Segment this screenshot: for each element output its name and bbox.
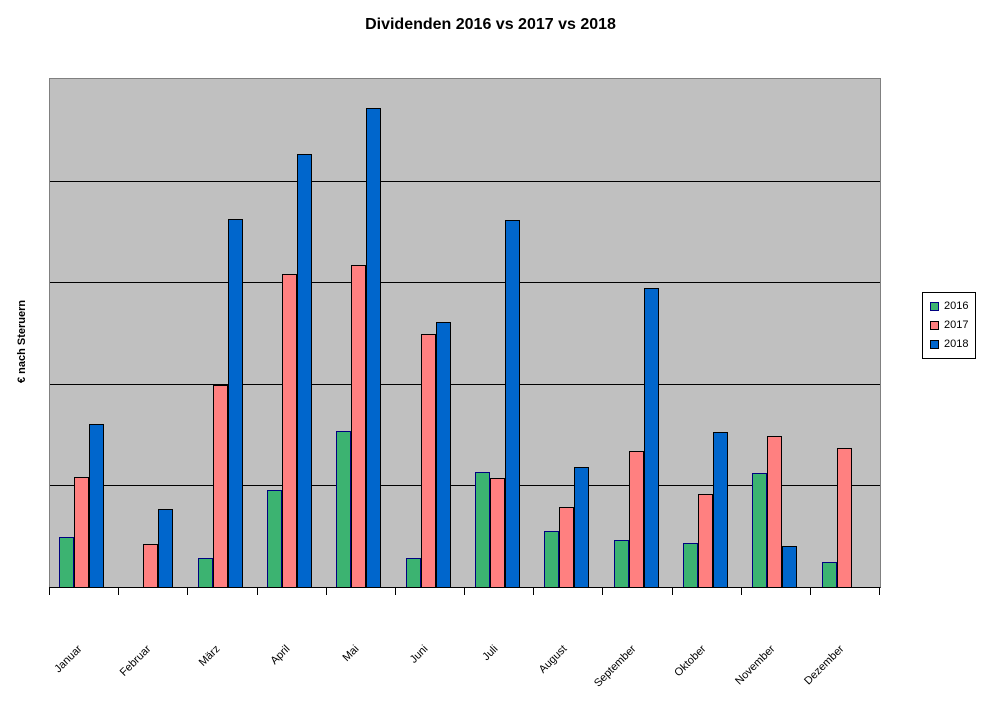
category-group: [535, 79, 604, 587]
x-axis-tick: [464, 587, 465, 595]
x-axis-tick: [325, 587, 327, 595]
x-axis-tick: [671, 587, 673, 595]
category-group: [50, 79, 119, 587]
bar-2018: [435, 321, 451, 587]
legend-item: 2017: [930, 320, 968, 331]
bar-2016: [267, 490, 282, 587]
bar-2018: [89, 424, 104, 587]
category-group: [397, 79, 466, 587]
bar-2016: [405, 557, 421, 587]
gridline: [50, 282, 880, 284]
category-group: [258, 79, 327, 587]
bar-2017: [767, 435, 783, 587]
bar-2018: [505, 220, 520, 587]
legend-item: 2018: [930, 339, 968, 350]
gridline: [50, 485, 880, 487]
x-axis-tick: [602, 587, 604, 595]
bar-2016: [613, 540, 629, 587]
legend: 2016 2017 2018: [922, 292, 977, 359]
x-axis-tick: [809, 587, 811, 595]
x-axis-tick: [879, 587, 880, 595]
category-group: [813, 79, 882, 587]
x-axis-tick: [118, 587, 120, 595]
bar-2018: [297, 154, 312, 587]
plot-area: [49, 78, 882, 595]
bar-2017: [490, 478, 505, 587]
category-group: [327, 79, 396, 587]
category-group: [466, 79, 535, 587]
y-axis-title: € nach Steruern: [16, 299, 28, 383]
legend-label: 2017: [944, 319, 969, 331]
bar-2016: [336, 430, 352, 587]
legend-swatch-icon: [930, 340, 939, 349]
bar-2018: [366, 108, 382, 587]
bar-2016: [683, 543, 698, 587]
bar-2018: [574, 467, 590, 587]
bar-2016: [821, 561, 837, 587]
legend-label: 2016: [944, 300, 969, 312]
legend-label: 2018: [944, 338, 969, 350]
bar-2016: [475, 472, 490, 587]
legend-swatch-icon: [930, 321, 939, 330]
bar-2018: [713, 431, 728, 587]
category-group: [189, 79, 258, 587]
category-group: [605, 79, 674, 587]
legend-item: 2016: [930, 301, 968, 312]
bar-2016: [544, 531, 560, 587]
bar-2017: [351, 264, 367, 587]
bar-2017: [420, 334, 436, 587]
x-axis-tick: [256, 587, 258, 595]
bar-2016: [752, 473, 768, 587]
category-group: [743, 79, 812, 587]
gridline: [50, 383, 880, 385]
x-axis-tick: [187, 587, 189, 595]
category-group: [674, 79, 743, 587]
bar-2016: [59, 537, 74, 587]
bar-2017: [212, 384, 228, 587]
legend-swatch-icon: [930, 302, 939, 311]
bar-2017: [559, 506, 575, 587]
gridline: [50, 180, 880, 182]
x-axis-label: Januar: [51, 643, 85, 676]
x-axis-tick: [740, 587, 742, 595]
bar-2016: [197, 557, 213, 587]
bar-2018: [643, 288, 659, 587]
bar-2018: [782, 546, 798, 587]
x-axis-tick: [533, 587, 535, 595]
bar-2017: [143, 544, 159, 587]
bar-2018: [158, 508, 174, 587]
bar-2018: [227, 219, 243, 587]
bar-2017: [74, 477, 89, 587]
bar-2017: [628, 450, 644, 587]
bar-2017: [282, 274, 297, 587]
chart-title: Dividenden 2016 vs 2017 vs 2018: [365, 16, 616, 33]
x-axis-tick: [49, 587, 50, 595]
bar-2017: [698, 493, 713, 587]
bar-2017: [836, 447, 852, 587]
category-group: [119, 79, 188, 587]
x-axis-tick: [394, 587, 396, 595]
